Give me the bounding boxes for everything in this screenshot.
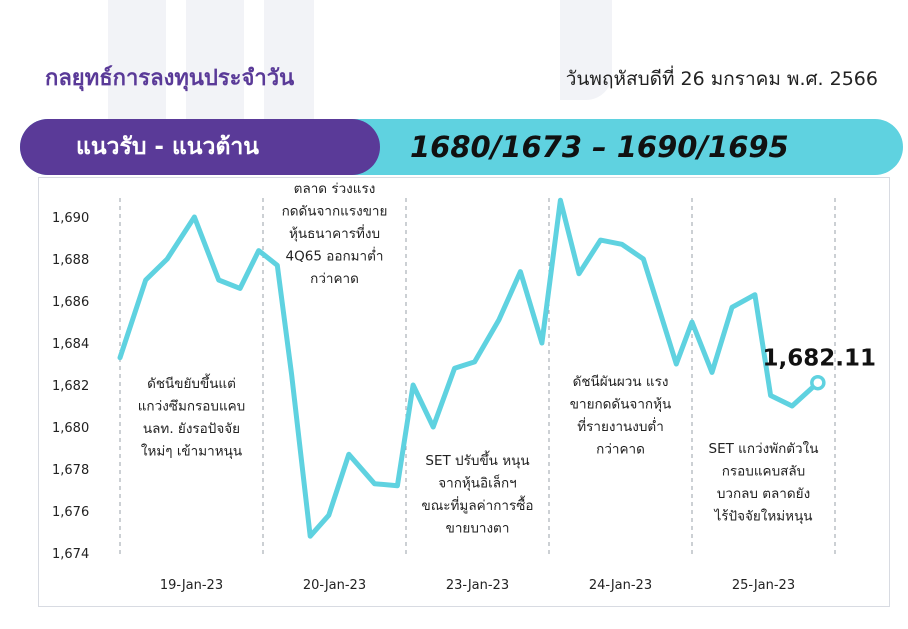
x-tick-label: 23-Jan-23 (446, 578, 509, 593)
annotation-line: ขายบางตา (446, 521, 510, 537)
annotation-line: ดัชนีขยับขึ้นแต่ (147, 373, 236, 392)
annotation-line: หุ้นธนาคารที่งบ (289, 224, 380, 242)
annotation-line: กว่าคาด (596, 442, 645, 458)
x-tick-label: 19-Jan-23 (160, 578, 223, 593)
annotation-line: ใหม่ๆ เข้ามาหนุน (141, 443, 242, 460)
annotation-line: กรอบแคบสลับ (722, 464, 806, 480)
background-deco-bar-4 (560, 0, 612, 100)
y-tick-label: 1,688 (52, 253, 89, 268)
annotation-line: 4Q65 ออกมาต่ำ (286, 247, 384, 265)
y-tick-label: 1,682 (52, 379, 89, 394)
y-tick-label: 1,690 (52, 211, 89, 226)
annotation-line: บวกลบ ตลาดยัง (717, 486, 810, 502)
annotation-line: SET ปรับขึ้น หนุน (425, 450, 529, 469)
annotation-line: กว่าคาด (310, 271, 359, 287)
annotation-line: นลท. ยังรอปัจจัย (143, 421, 240, 437)
x-tick-label: 24-Jan-23 (589, 578, 652, 593)
annotation-line: ขณะที่มูลค่าการซื้อ (422, 495, 534, 514)
y-axis-ticks: 1,674 1,676 1,678 1,680 1,682 1,684 1,686 1,688… (52, 211, 89, 562)
page-title: กลยุทธ์การลงทุนประจำวัน (45, 66, 295, 91)
last-value-label: 1,682.11 (763, 346, 877, 372)
annotation-line: ไร้ปัจจัยใหม่หนุน (713, 508, 812, 525)
day-dividers (119, 198, 836, 555)
annotation-line: กดดันจากแรงขาย (282, 204, 388, 220)
last-value-group: 1,682.11 (763, 346, 877, 391)
y-tick-label: 1,678 (52, 463, 89, 478)
annotation-line: ที่รายงานงบต่ำ (577, 417, 664, 435)
annotation-line: แกว่งซึมกรอบแคบ (138, 399, 246, 415)
annotation-5: SET แกว่งพักตัวในกรอบแคบสลับบวกลบ ตลาดยั… (709, 440, 819, 525)
report-date: วันพฤหัสบดีที่ 26 มกราคม พ.ศ. 2566 (565, 68, 878, 90)
annotation-4: ดัชนีผันผวน แรงขายกดดันจากหุ้นที่รายงานง… (570, 374, 671, 458)
annotation-2: ตลาด ร่วงแรงกดดันจากแรงขายหุ้นธนาคารที่ง… (282, 181, 388, 287)
y-tick-label: 1,686 (52, 295, 89, 310)
annotation-line: จากหุ้นอิเล็กฯ (438, 474, 517, 492)
y-tick-label: 1,684 (52, 337, 89, 352)
annotation-line: SET แกว่งพักตัวใน (709, 440, 819, 457)
y-tick-label: 1,674 (52, 547, 89, 562)
last-point-marker (810, 374, 826, 391)
chart-panel (38, 177, 890, 607)
x-axis-ticks: 19-Jan-23 20-Jan-23 23-Jan-23 24-Jan-23 25-J… (160, 578, 795, 593)
x-tick-label: 25-Jan-23 (732, 578, 795, 593)
series-line-group (117, 197, 821, 539)
support-resistance-label-text: แนวรับ - แนวต้าน (76, 134, 260, 160)
annotation-1: ดัชนีขยับขึ้นแต่แกว่งซึมกรอบแคบนลท. ยังร… (138, 373, 246, 460)
annotation-line: ขายกดดันจากหุ้น (570, 397, 671, 413)
series-line (117, 197, 821, 539)
annotations: ดัชนีขยับขึ้นแต่แกว่งซึมกรอบแคบนลท. ยังร… (138, 181, 819, 537)
annotation-line: ตลาด ร่วงแรง (294, 181, 376, 197)
annotation-3: SET ปรับขึ้น หนุนจากหุ้นอิเล็กฯขณะที่มูล… (422, 450, 534, 537)
y-tick-label: 1,680 (52, 421, 89, 436)
annotation-line: ดัชนีผันผวน แรง (573, 374, 669, 390)
y-tick-label: 1,676 (52, 505, 89, 520)
support-resistance-value: 1680/1673 – 1690/1695 (410, 130, 789, 164)
support-resistance-label: แนวรับ - แนวต้าน (20, 119, 380, 175)
x-tick-label: 20-Jan-23 (303, 578, 366, 593)
